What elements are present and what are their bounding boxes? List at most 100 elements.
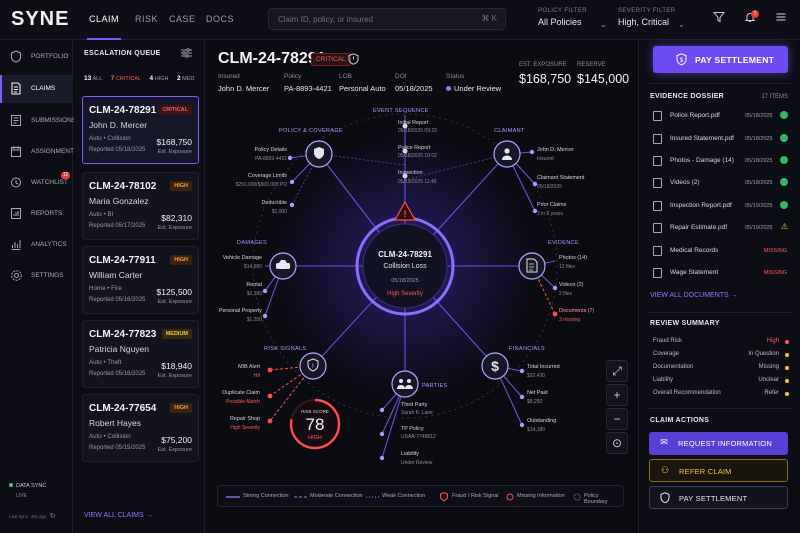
filter-icon[interactable]: [711, 11, 727, 27]
dossier-item[interactable]: Police Report.pdf 05/18/2025: [653, 106, 791, 126]
review-summary-title: REVIEW SUMMARY: [650, 320, 720, 327]
damage-node-title[interactable]: Vehicle Damage: [222, 255, 262, 261]
sidebar-item-portfolio[interactable]: PORTFOLIO: [0, 43, 73, 71]
event-node-title[interactable]: Police Report: [398, 145, 431, 151]
card-amount: $82,310: [161, 213, 192, 223]
sidebar-item-label: REPORTS: [31, 210, 63, 217]
damage-node-title[interactable]: Personal Property: [218, 308, 262, 314]
party-node-title[interactable]: Liability: [401, 451, 419, 457]
financial-node-title[interactable]: Outstanding: [527, 418, 557, 424]
financial-node-title[interactable]: Total Incurred: [527, 364, 560, 370]
zoom-out-button[interactable]: −: [606, 408, 628, 430]
sidebar-item-analytics[interactable]: ANALYTICS: [0, 231, 73, 259]
status-field: Status Under Review: [446, 73, 502, 93]
graph-legend: Strong Connection Moderate Connection We…: [217, 485, 624, 507]
sliders-icon[interactable]: [181, 48, 192, 61]
refer-claim-button[interactable]: ⚇ REFER CLAIM: [649, 459, 788, 482]
menu-icon[interactable]: [773, 11, 789, 27]
claimant-node-title[interactable]: Prior Claims: [537, 202, 567, 208]
card-amount: $168,750: [156, 137, 192, 147]
check-icon: [780, 156, 788, 164]
queue-card[interactable]: CLM-24-78102 HIGH Maria Gonzalez Auto • …: [82, 172, 199, 240]
queue-card[interactable]: CLM-24-78291 CRITICAL John D. Mercer Aut…: [82, 96, 199, 164]
card-meta: Auto • Theft: [89, 359, 122, 366]
dossier-item[interactable]: Medical Records MISSING: [653, 241, 791, 261]
shield-icon[interactable]: [348, 52, 359, 65]
tab-risk[interactable]: RISK: [135, 14, 159, 24]
doi-field: DOI 05/18/2025: [395, 73, 433, 93]
party-node-title[interactable]: Third Party: [401, 402, 428, 408]
legend-strong: Strong Connection: [243, 493, 289, 499]
eye-icon: [10, 176, 24, 190]
event-node-sub: 05/18/2025 09:23: [398, 128, 437, 134]
expand-icon[interactable]: ⤢: [606, 360, 628, 382]
count-critical[interactable]: 7 CRITICAL: [110, 75, 142, 82]
tab-claim[interactable]: CLAIM: [86, 14, 122, 40]
view-all-claims-link[interactable]: VIEW ALL CLAIMS →: [84, 512, 153, 519]
count-all[interactable]: 13 ALL: [84, 75, 103, 82]
dossier-item[interactable]: Insured Statement.pdf 05/18/2025: [653, 129, 791, 149]
financial-node-title[interactable]: Net Paid: [527, 390, 548, 396]
dossier-item[interactable]: Repair Estimate.pdf 05/19/2025 ⚠: [653, 218, 791, 238]
count-med[interactable]: 2 MED: [176, 75, 195, 82]
tab-docs[interactable]: DOCS: [206, 14, 235, 24]
evidence-node-title[interactable]: Photos (14): [559, 255, 587, 261]
policy-filter-label: POLICY FILTER: [538, 8, 587, 14]
line-chart-icon: [10, 238, 24, 252]
evidence-node-title[interactable]: Videos (2): [559, 282, 584, 288]
app-logo[interactable]: SYNE: [11, 8, 70, 30]
card-amount: $18,940: [161, 361, 192, 371]
pay-settlement-action-button[interactable]: PAY SETTLEMENT: [649, 486, 788, 509]
event-node-title[interactable]: Initial Report: [398, 120, 429, 126]
card-exposure-label: Est. Exposure: [157, 447, 192, 453]
zoom-in-button[interactable]: +: [606, 384, 628, 406]
dossier-item[interactable]: Wage Statement MISSING: [653, 263, 791, 283]
search-input[interactable]: Claim ID, policy, or insured ⌘ K: [268, 8, 506, 30]
policy-node-title[interactable]: Coverage Limits: [248, 173, 287, 179]
tab-case[interactable]: CASE: [169, 14, 196, 24]
party-node-title[interactable]: TP Policy: [401, 426, 424, 432]
claimant-node-title[interactable]: Claimant Statement: [537, 175, 585, 181]
sidebar-item-watchlist[interactable]: WATCHLIST 12: [0, 169, 73, 197]
dossier-item[interactable]: Inspection Report.pdf 05/19/2025: [653, 196, 791, 216]
alert-icon: [393, 200, 417, 221]
sync-last: Last sync: 30s ago: [9, 514, 47, 519]
refresh-icon[interactable]: ↻: [49, 513, 56, 520]
policy-node-title[interactable]: Deductible: [261, 200, 287, 206]
sidebar-item-label: SETTINGS: [31, 272, 64, 279]
count-high[interactable]: 4 HIGH: [149, 75, 169, 82]
claimant-node-title[interactable]: John D. Mercer: [537, 147, 574, 153]
recenter-icon[interactable]: ⊙: [606, 432, 628, 454]
queue-card[interactable]: CLM-24-77654 HIGH Robert Hayes Auto • Co…: [82, 394, 199, 462]
event-node-title[interactable]: Inspection: [398, 170, 423, 176]
damage-node-title[interactable]: Rental: [246, 282, 262, 288]
queue-card[interactable]: CLM-24-77823 MEDIUM Patricia Nguyen Auto…: [82, 320, 199, 388]
dossier-item[interactable]: Videos (2) 05/18/2025: [653, 173, 791, 193]
evidence-node-title[interactable]: Documents (7): [559, 308, 595, 314]
sidebar-item-claims[interactable]: CLAIMS: [0, 75, 73, 103]
document-icon: [10, 82, 24, 96]
group-label-parties: PARTIES: [422, 383, 448, 389]
sidebar-item-reports[interactable]: REPORTS: [0, 200, 73, 228]
file-icon: [653, 134, 662, 144]
queue-card[interactable]: CLM-24-77911 HIGH William Carter Home • …: [82, 246, 199, 314]
severity-filter[interactable]: SEVERITY FILTER High, Critical ⌄: [618, 8, 690, 29]
request-information-button[interactable]: ✉ REQUEST INFORMATION: [649, 432, 788, 455]
risk-score-value: 78: [305, 415, 325, 434]
event-node-sub: 05/19/2025 11:45: [398, 179, 437, 185]
view-all-documents-link[interactable]: VIEW ALL DOCUMENTS →: [650, 292, 738, 299]
policy-node-title[interactable]: Policy Details: [254, 147, 287, 153]
sidebar-item-assignments[interactable]: ASSIGNMENTS: [0, 138, 78, 166]
risk-node-title[interactable]: Duplicate Claim: [222, 390, 260, 396]
pay-settlement-button[interactable]: $ PAY SETTLEMENT: [653, 46, 788, 73]
claim-title: CLM-24-78291: [218, 50, 326, 67]
sidebar-item-submissions[interactable]: SUBMISSIONS: [0, 107, 76, 135]
dossier-item[interactable]: Photos - Damage (14) 05/18/2025: [653, 151, 791, 171]
risk-node-title[interactable]: MIB Alert: [238, 364, 260, 370]
legend-moderate: Moderate Connection: [310, 493, 363, 499]
queue-counts: 13 ALL 7 CRITICAL 4 HIGH 2 MED: [84, 75, 201, 82]
policy-filter[interactable]: POLICY FILTER All Policies ⌄: [538, 8, 608, 29]
sidebar-item-settings[interactable]: SETTINGS: [0, 262, 73, 290]
risk-node-title[interactable]: Repair Shop: [230, 416, 260, 422]
card-amount: $75,200: [161, 435, 192, 445]
